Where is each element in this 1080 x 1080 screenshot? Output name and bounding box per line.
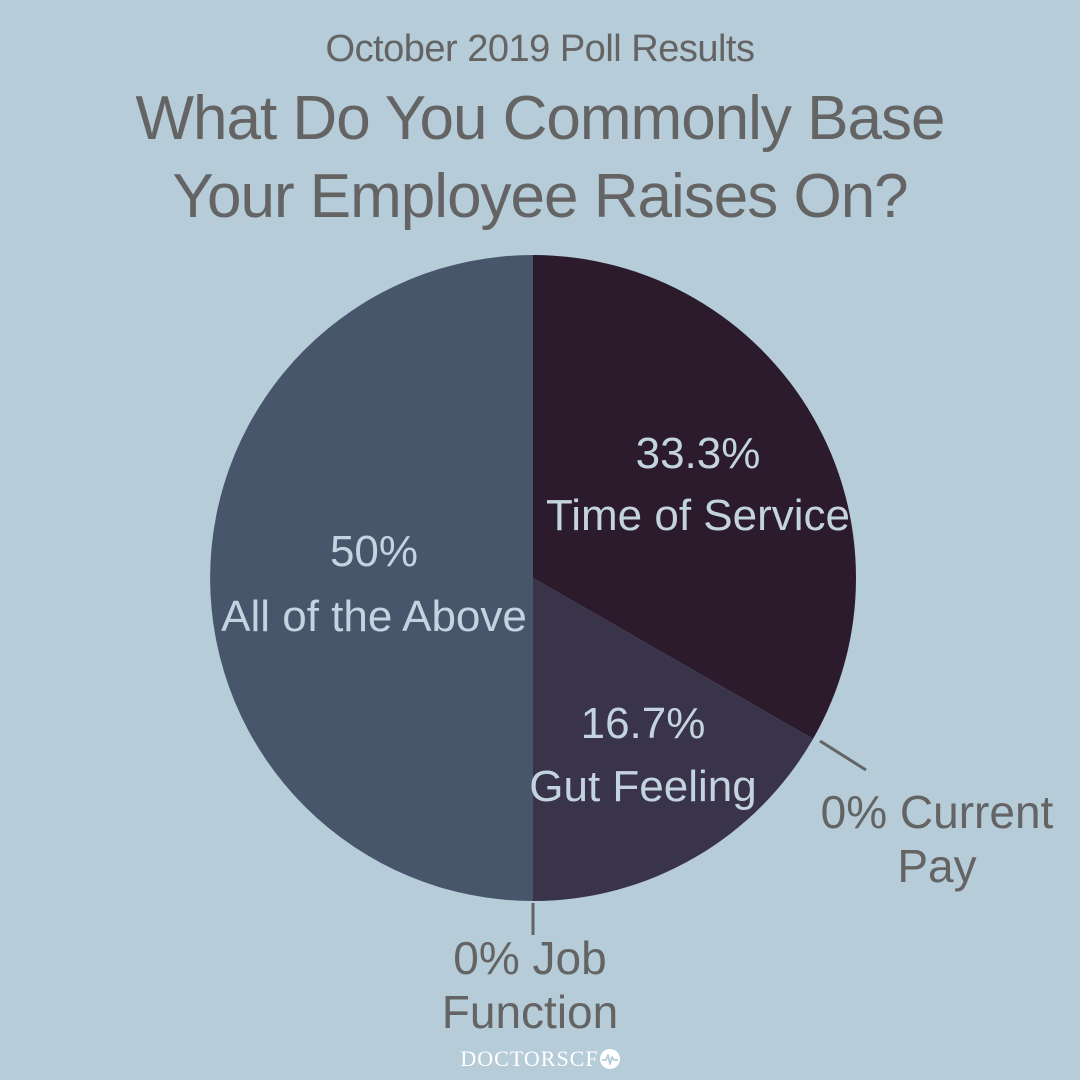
pie-slice-time-of-service bbox=[533, 255, 856, 739]
brand-text: DOCTORSCF bbox=[460, 1046, 599, 1071]
brand-logo: DOCTORSCF bbox=[0, 1046, 1080, 1072]
slice-label-gut-feeling: 16.7% Gut Feeling bbox=[529, 699, 756, 811]
outside-label-line: Function bbox=[442, 986, 618, 1038]
outside-label-line: 0% Job bbox=[453, 932, 606, 984]
chart-title-line-2: Your Employee Raises On? bbox=[172, 162, 908, 231]
chart-title: What Do You Commonly Base Your Employee … bbox=[0, 80, 1080, 236]
pie-slice-gut-feeling bbox=[533, 578, 814, 901]
chart-subtitle: October 2019 Poll Results bbox=[325, 28, 755, 70]
outside-label-line: Pay bbox=[897, 840, 976, 892]
pie-slice-all-of-the-above bbox=[210, 255, 533, 901]
slice-label-time-of-service: 33.3% Time of Service bbox=[546, 429, 850, 540]
slice-value-label: 16.7% bbox=[581, 699, 706, 748]
heartbeat-icon bbox=[599, 1049, 620, 1069]
leader-line-current-pay bbox=[819, 739, 867, 772]
slice-category-label: All of the Above bbox=[221, 592, 527, 641]
slice-category-label: Gut Feeling bbox=[529, 762, 756, 811]
slice-value-label: 50% bbox=[330, 527, 418, 576]
slice-label-all-of-the-above: 50% All of the Above bbox=[221, 527, 527, 641]
slice-category-label: Time of Service bbox=[546, 491, 850, 540]
outside-label-line: 0% Current bbox=[821, 786, 1054, 838]
chart-title-line-1: What Do You Commonly Base bbox=[135, 84, 946, 153]
slice-value-label: 33.3% bbox=[636, 429, 761, 478]
